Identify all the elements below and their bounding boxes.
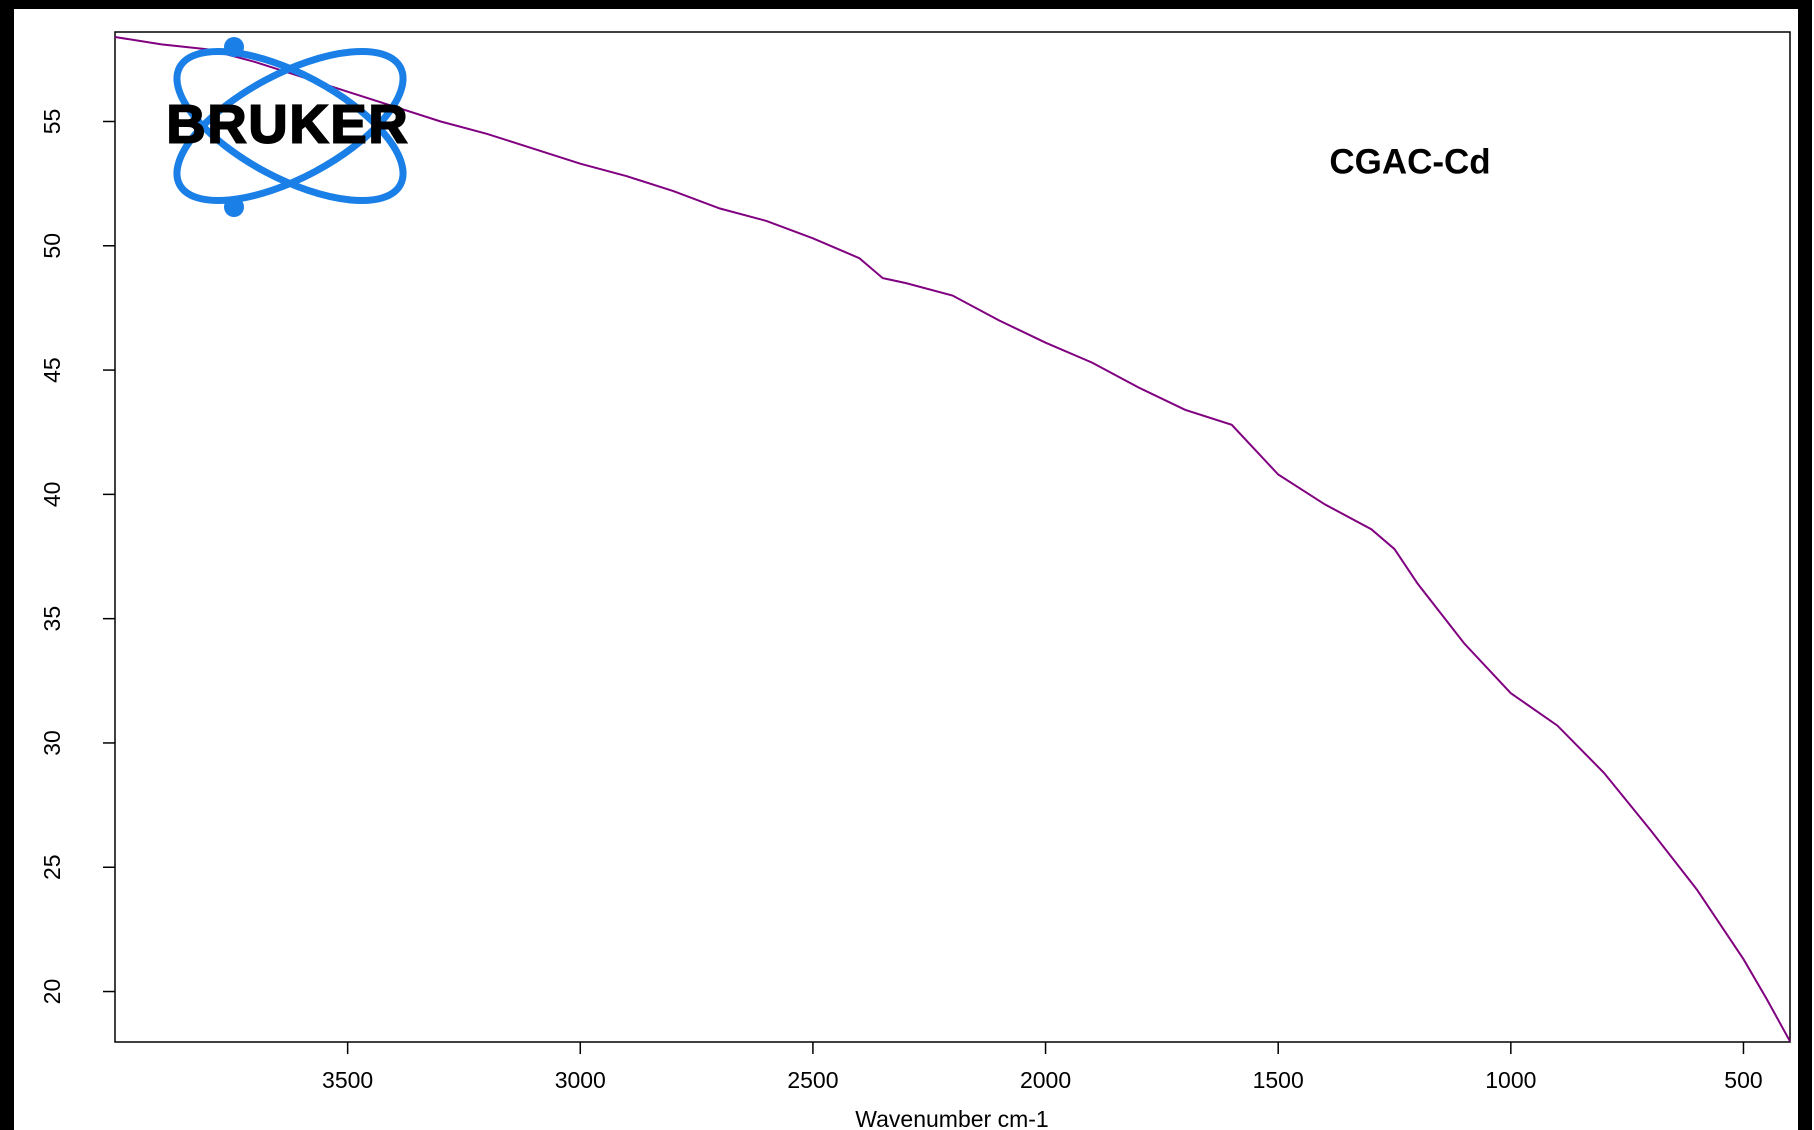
logo: BRUKER (165, 37, 409, 217)
annotation: CGAC-Cd (1329, 142, 1490, 181)
y-tick-label: 20 (39, 979, 65, 1005)
y-tick-label: 30 (39, 730, 65, 756)
x-tick-label: 1500 (1253, 1067, 1304, 1093)
x-tick-label: 3000 (555, 1067, 606, 1093)
y-tick-label: 55 (39, 109, 65, 135)
logo-orbit (173, 47, 407, 205)
x-tick-label: 3500 (322, 1067, 373, 1093)
logo-orbit (173, 47, 407, 205)
logo-text: BRUKER (166, 94, 409, 154)
x-tick-label: 2500 (787, 1067, 838, 1093)
spectrum-line (114, 36, 1791, 1042)
y-tick-label: 35 (39, 606, 65, 632)
logo-dot (224, 197, 244, 217)
y-tick-label: 50 (39, 233, 65, 259)
x-axis-label: Wavenumber cm-1 (855, 1106, 1048, 1130)
y-tick-label: 40 (39, 482, 65, 508)
x-tick-label: 2000 (1020, 1067, 1071, 1093)
y-tick-label: 25 (39, 854, 65, 880)
plot-frame (114, 31, 1791, 1043)
x-tick-label: 500 (1724, 1067, 1762, 1093)
logo-dot (224, 37, 244, 57)
y-tick-label: 45 (39, 357, 65, 383)
x-tick-label: 1000 (1485, 1067, 1536, 1093)
